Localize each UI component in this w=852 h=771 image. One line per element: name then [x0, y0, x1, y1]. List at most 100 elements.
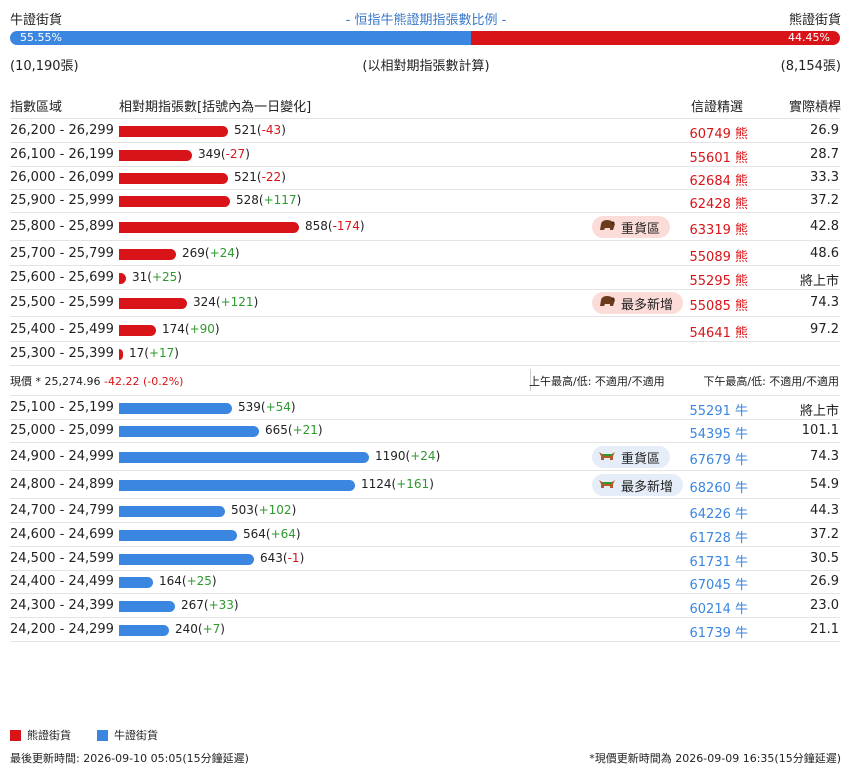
am-high-low: 上午最高/低: 不適用/不適用: [529, 375, 665, 388]
paren-open: (: [181, 574, 187, 588]
warrant-code-link[interactable]: 55085 熊: [689, 299, 749, 314]
bar-change: +24: [209, 246, 235, 260]
paren-close: ): [281, 170, 286, 184]
paren-open: (: [391, 477, 397, 491]
bar-value: 665: [265, 423, 288, 437]
bar-value: 539: [238, 400, 261, 414]
bear-bar: [119, 173, 228, 184]
paren-open: (: [287, 423, 293, 437]
price-divider-bottom: [10, 395, 840, 396]
bar-value-label: 665(+21): [265, 423, 323, 437]
bull-bar: [119, 601, 175, 612]
paren-open: (: [203, 598, 209, 612]
bar-value-label: 31(+25): [132, 270, 182, 284]
bar-value-label: 521(-22): [234, 170, 286, 184]
warrant-code-link[interactable]: 60214 牛: [689, 602, 749, 617]
warrant-code-link[interactable]: 63319 熊: [689, 223, 749, 238]
row-divider: [10, 142, 840, 143]
bar-change: +64: [270, 527, 296, 541]
bear-row: 25,300 - 25,399 17(+17): [10, 343, 840, 366]
bar-value: 164: [159, 574, 182, 588]
warrant-code-link[interactable]: 64226 牛: [689, 507, 749, 522]
bear-bar: [119, 196, 230, 207]
bar-value-label: 267(+33): [181, 598, 239, 612]
leverage-value: 26.9: [810, 574, 839, 589]
badge-label: 最多新增: [621, 297, 674, 313]
leverage-value: 28.7: [810, 147, 839, 162]
warrant-code-link[interactable]: 68260 牛: [689, 481, 749, 496]
warrant-code-link[interactable]: 54641 熊: [689, 326, 749, 341]
paren-close: ): [291, 503, 297, 517]
price-divider: [530, 369, 531, 391]
warrant-code-link[interactable]: 67045 牛: [689, 578, 749, 593]
warrant-code-link[interactable]: 62684 熊: [689, 174, 749, 189]
bar-value-label: 174(+90): [162, 322, 220, 336]
legend-bull-swatch: [97, 729, 108, 741]
paren-close: ): [299, 551, 305, 565]
row-range: 26,100 - 26,199: [10, 147, 114, 162]
leverage-value: 將上市: [799, 404, 839, 419]
bar-change: +161: [396, 477, 430, 491]
bear-row: 25,500 - 25,599 324(+121) 最多新增 55085 熊 74.3: [10, 290, 840, 317]
bar-value: 858: [305, 219, 328, 233]
bear-bar: [119, 298, 187, 309]
warrant-code-link[interactable]: 55291 牛: [689, 404, 749, 419]
bar-value: 521: [234, 123, 257, 137]
warrant-code-link[interactable]: 60749 熊: [689, 127, 749, 142]
leverage-value: 44.3: [810, 503, 839, 518]
current-price-bar: 現價 * 25,274.96 -42.22 (-0.2%) 上午最高/低: 不適…: [10, 366, 840, 394]
warrant-code-link[interactable]: 54395 牛: [689, 427, 749, 442]
header-divider: [10, 118, 840, 119]
bear-row: 26,000 - 26,099 521(-22) 62684 熊 33.3: [10, 167, 840, 190]
bull-bar: [119, 426, 259, 437]
warrant-code-link[interactable]: 61731 牛: [689, 555, 749, 570]
last-update-time: 最後更新時間: 2026-09-10 05:05(15分鐘延遲): [10, 752, 249, 765]
bar-change: +24: [410, 449, 436, 463]
bull-row: 24,800 - 24,899 1124(+161) 最多新增 68260 牛 54.9: [10, 472, 840, 499]
bar-value-label: 349(-27): [198, 147, 250, 161]
legend: 熊證街貨 牛證街貨: [10, 727, 158, 743]
paren-close: ): [295, 527, 301, 541]
bear-row: 25,600 - 25,699 31(+25) 55295 熊 將上市: [10, 267, 840, 290]
bar-change: -22: [261, 170, 282, 184]
bar-value: 324: [193, 295, 216, 309]
bear-ratio-segment: 44.45%: [471, 31, 840, 45]
paren-close: ): [214, 322, 220, 336]
bull-ratio-label: 55.55%: [20, 31, 62, 44]
bear-bar: [119, 273, 126, 284]
row-divider: [10, 570, 840, 571]
paren-close: ): [245, 147, 250, 161]
row-divider: [10, 593, 840, 594]
badge-label: 重貨區: [621, 221, 661, 237]
bar-change: +17: [148, 346, 175, 360]
most-new-badge: 最多新增: [592, 474, 684, 496]
bar-value: 349: [198, 147, 221, 161]
bull-bar: [119, 506, 225, 517]
bar-value: 240: [175, 622, 198, 636]
row-divider: [10, 189, 840, 190]
warrant-code-link[interactable]: 55601 熊: [689, 151, 749, 166]
bull-row: 24,400 - 24,499 164(+25) 67045 牛 26.9: [10, 571, 840, 594]
legend-bear-swatch: [10, 729, 21, 741]
bar-value-label: 528(+117): [236, 193, 301, 207]
paren-open: (: [260, 400, 266, 414]
bar-value: 31: [132, 270, 148, 284]
leverage-value: 74.3: [810, 449, 839, 464]
warrant-code-link[interactable]: 62428 熊: [689, 197, 749, 212]
warrant-code-link[interactable]: 61728 牛: [689, 531, 749, 546]
warrant-code-link[interactable]: 61739 牛: [689, 626, 749, 641]
paren-open: (: [215, 295, 221, 309]
paren-close: ): [281, 123, 286, 137]
column-header-leverage: 實際槓桿: [788, 100, 841, 115]
bar-value: 267: [181, 598, 204, 612]
bear-row: 25,900 - 25,999 528(+117) 62428 熊 37.2: [10, 190, 840, 213]
warrant-code-link[interactable]: 55089 熊: [689, 250, 749, 265]
bar-value-label: 564(+64): [243, 527, 301, 541]
row-divider: [10, 522, 840, 523]
paren-open: (: [256, 123, 262, 137]
warrant-code-link[interactable]: 55295 熊: [689, 274, 749, 289]
paren-open: (: [220, 147, 226, 161]
paren-close: ): [177, 270, 182, 284]
row-divider: [10, 341, 840, 342]
warrant-code-link[interactable]: 67679 牛: [689, 453, 749, 468]
